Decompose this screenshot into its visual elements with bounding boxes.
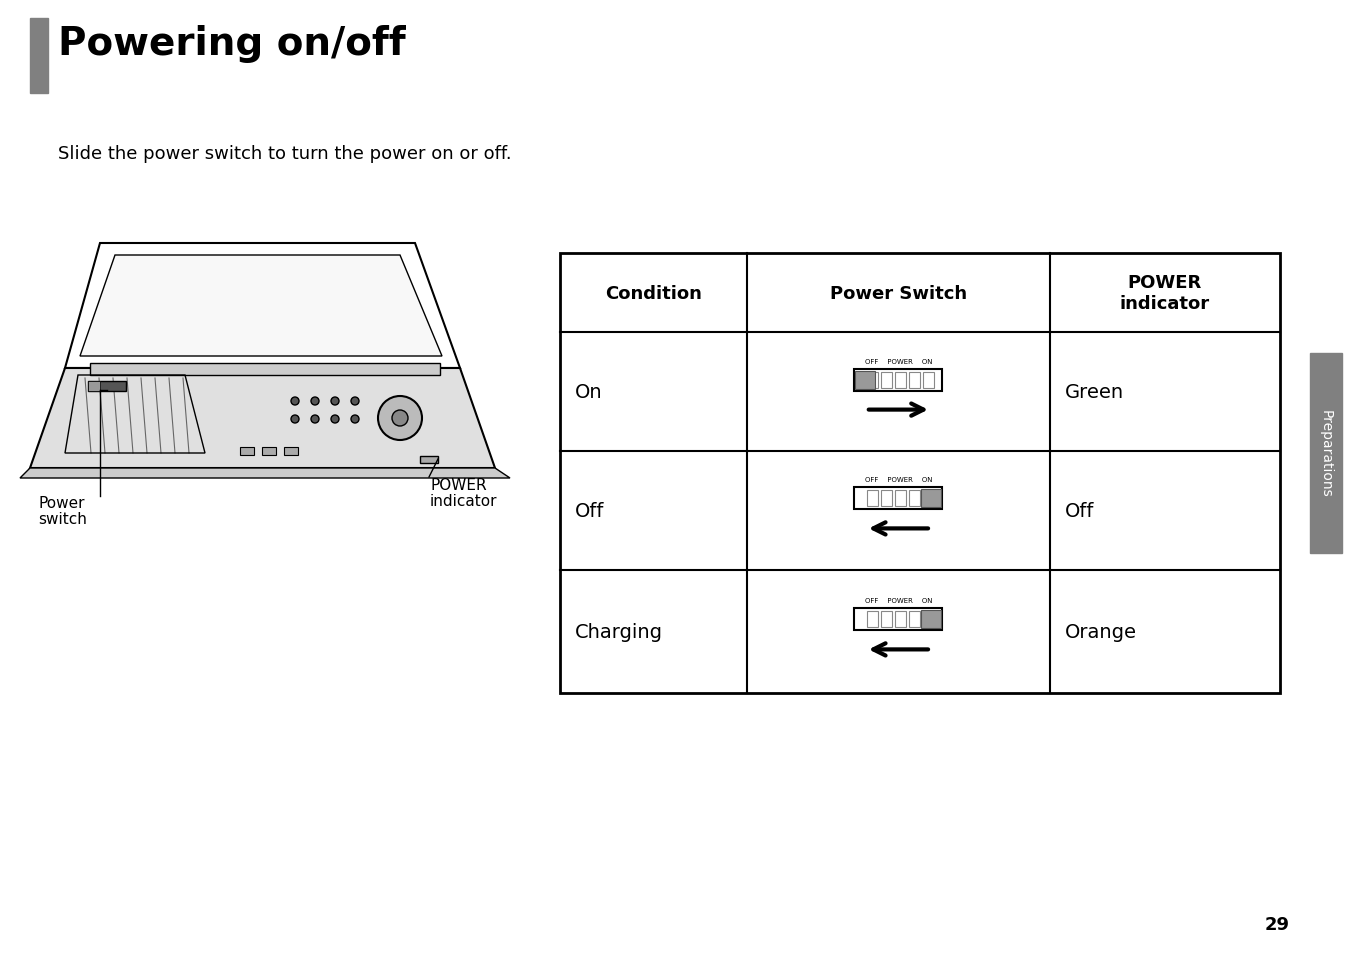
Bar	[1310, 354, 1342, 554]
Bar	[923, 491, 934, 507]
Circle shape	[310, 416, 319, 423]
Bar	[923, 612, 934, 628]
Text: Power: Power	[38, 496, 85, 511]
Circle shape	[292, 416, 298, 423]
Text: Off: Off	[575, 501, 605, 520]
Bar	[262, 448, 275, 456]
Text: 29: 29	[1265, 915, 1291, 933]
Bar	[895, 491, 906, 507]
Bar	[895, 373, 906, 388]
Text: Charging: Charging	[575, 622, 663, 641]
Bar	[88, 381, 100, 392]
Text: POWER
indicator: POWER indicator	[1119, 274, 1210, 313]
Bar	[882, 612, 892, 628]
Bar	[90, 364, 440, 375]
Polygon shape	[20, 469, 510, 478]
Bar	[855, 369, 942, 391]
Text: OFF    POWER    ON: OFF POWER ON	[864, 358, 931, 364]
Circle shape	[292, 397, 298, 406]
Circle shape	[331, 416, 339, 423]
Circle shape	[392, 411, 408, 427]
Bar	[88, 381, 126, 392]
Polygon shape	[65, 244, 460, 369]
Bar	[420, 456, 437, 463]
Bar	[30, 19, 49, 94]
Bar	[856, 372, 875, 389]
Bar	[909, 491, 919, 507]
Text: On: On	[575, 383, 602, 401]
Bar	[867, 491, 878, 507]
Text: POWER: POWER	[431, 477, 486, 493]
Bar	[895, 612, 906, 628]
Text: OFF    POWER    ON: OFF POWER ON	[864, 476, 931, 483]
Text: OFF    POWER    ON: OFF POWER ON	[864, 598, 931, 604]
Text: Off: Off	[1065, 501, 1094, 520]
Circle shape	[351, 416, 359, 423]
Bar	[855, 609, 942, 631]
Bar	[867, 373, 878, 388]
Polygon shape	[80, 255, 441, 356]
Bar	[909, 373, 919, 388]
Text: Power Switch: Power Switch	[830, 284, 967, 302]
Circle shape	[351, 397, 359, 406]
Bar	[922, 611, 941, 629]
Text: Orange: Orange	[1065, 622, 1137, 641]
Text: switch: switch	[38, 512, 86, 526]
Circle shape	[331, 397, 339, 406]
Bar	[882, 373, 892, 388]
Bar	[240, 448, 254, 456]
Text: indicator: indicator	[431, 494, 498, 509]
Polygon shape	[30, 369, 495, 469]
Text: Condition: Condition	[605, 284, 702, 302]
Text: Powering on/off: Powering on/off	[58, 25, 405, 63]
Bar	[923, 373, 934, 388]
Bar	[909, 612, 919, 628]
Bar	[882, 491, 892, 507]
Bar	[855, 488, 942, 510]
Text: Green: Green	[1065, 383, 1123, 401]
Text: Preparations: Preparations	[1319, 410, 1332, 497]
Text: Slide the power switch to turn the power on or off.: Slide the power switch to turn the power…	[58, 145, 512, 163]
Bar	[867, 612, 878, 628]
Bar	[560, 253, 1280, 693]
Bar	[284, 448, 298, 456]
Circle shape	[378, 396, 423, 440]
Circle shape	[310, 397, 319, 406]
Bar	[922, 490, 941, 508]
